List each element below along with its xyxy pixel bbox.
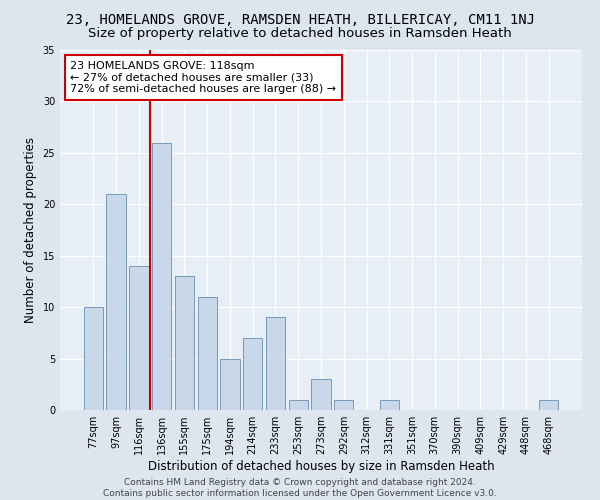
Bar: [334, 400, 353, 410]
Bar: [311, 379, 331, 410]
Bar: [289, 400, 308, 410]
Text: Contains HM Land Registry data © Crown copyright and database right 2024.
Contai: Contains HM Land Registry data © Crown c…: [103, 478, 497, 498]
Bar: [106, 194, 126, 410]
Bar: [175, 276, 194, 410]
Bar: [220, 358, 239, 410]
Bar: [266, 318, 285, 410]
Bar: [84, 307, 103, 410]
Bar: [197, 297, 217, 410]
Text: 23, HOMELANDS GROVE, RAMSDEN HEATH, BILLERICAY, CM11 1NJ: 23, HOMELANDS GROVE, RAMSDEN HEATH, BILL…: [65, 12, 535, 26]
Text: Size of property relative to detached houses in Ramsden Heath: Size of property relative to detached ho…: [88, 28, 512, 40]
Bar: [243, 338, 262, 410]
Bar: [152, 142, 172, 410]
Text: 23 HOMELANDS GROVE: 118sqm
← 27% of detached houses are smaller (33)
72% of semi: 23 HOMELANDS GROVE: 118sqm ← 27% of deta…: [70, 61, 337, 94]
Bar: [539, 400, 558, 410]
Bar: [380, 400, 399, 410]
Bar: [129, 266, 149, 410]
Y-axis label: Number of detached properties: Number of detached properties: [24, 137, 37, 323]
X-axis label: Distribution of detached houses by size in Ramsden Heath: Distribution of detached houses by size …: [148, 460, 494, 473]
